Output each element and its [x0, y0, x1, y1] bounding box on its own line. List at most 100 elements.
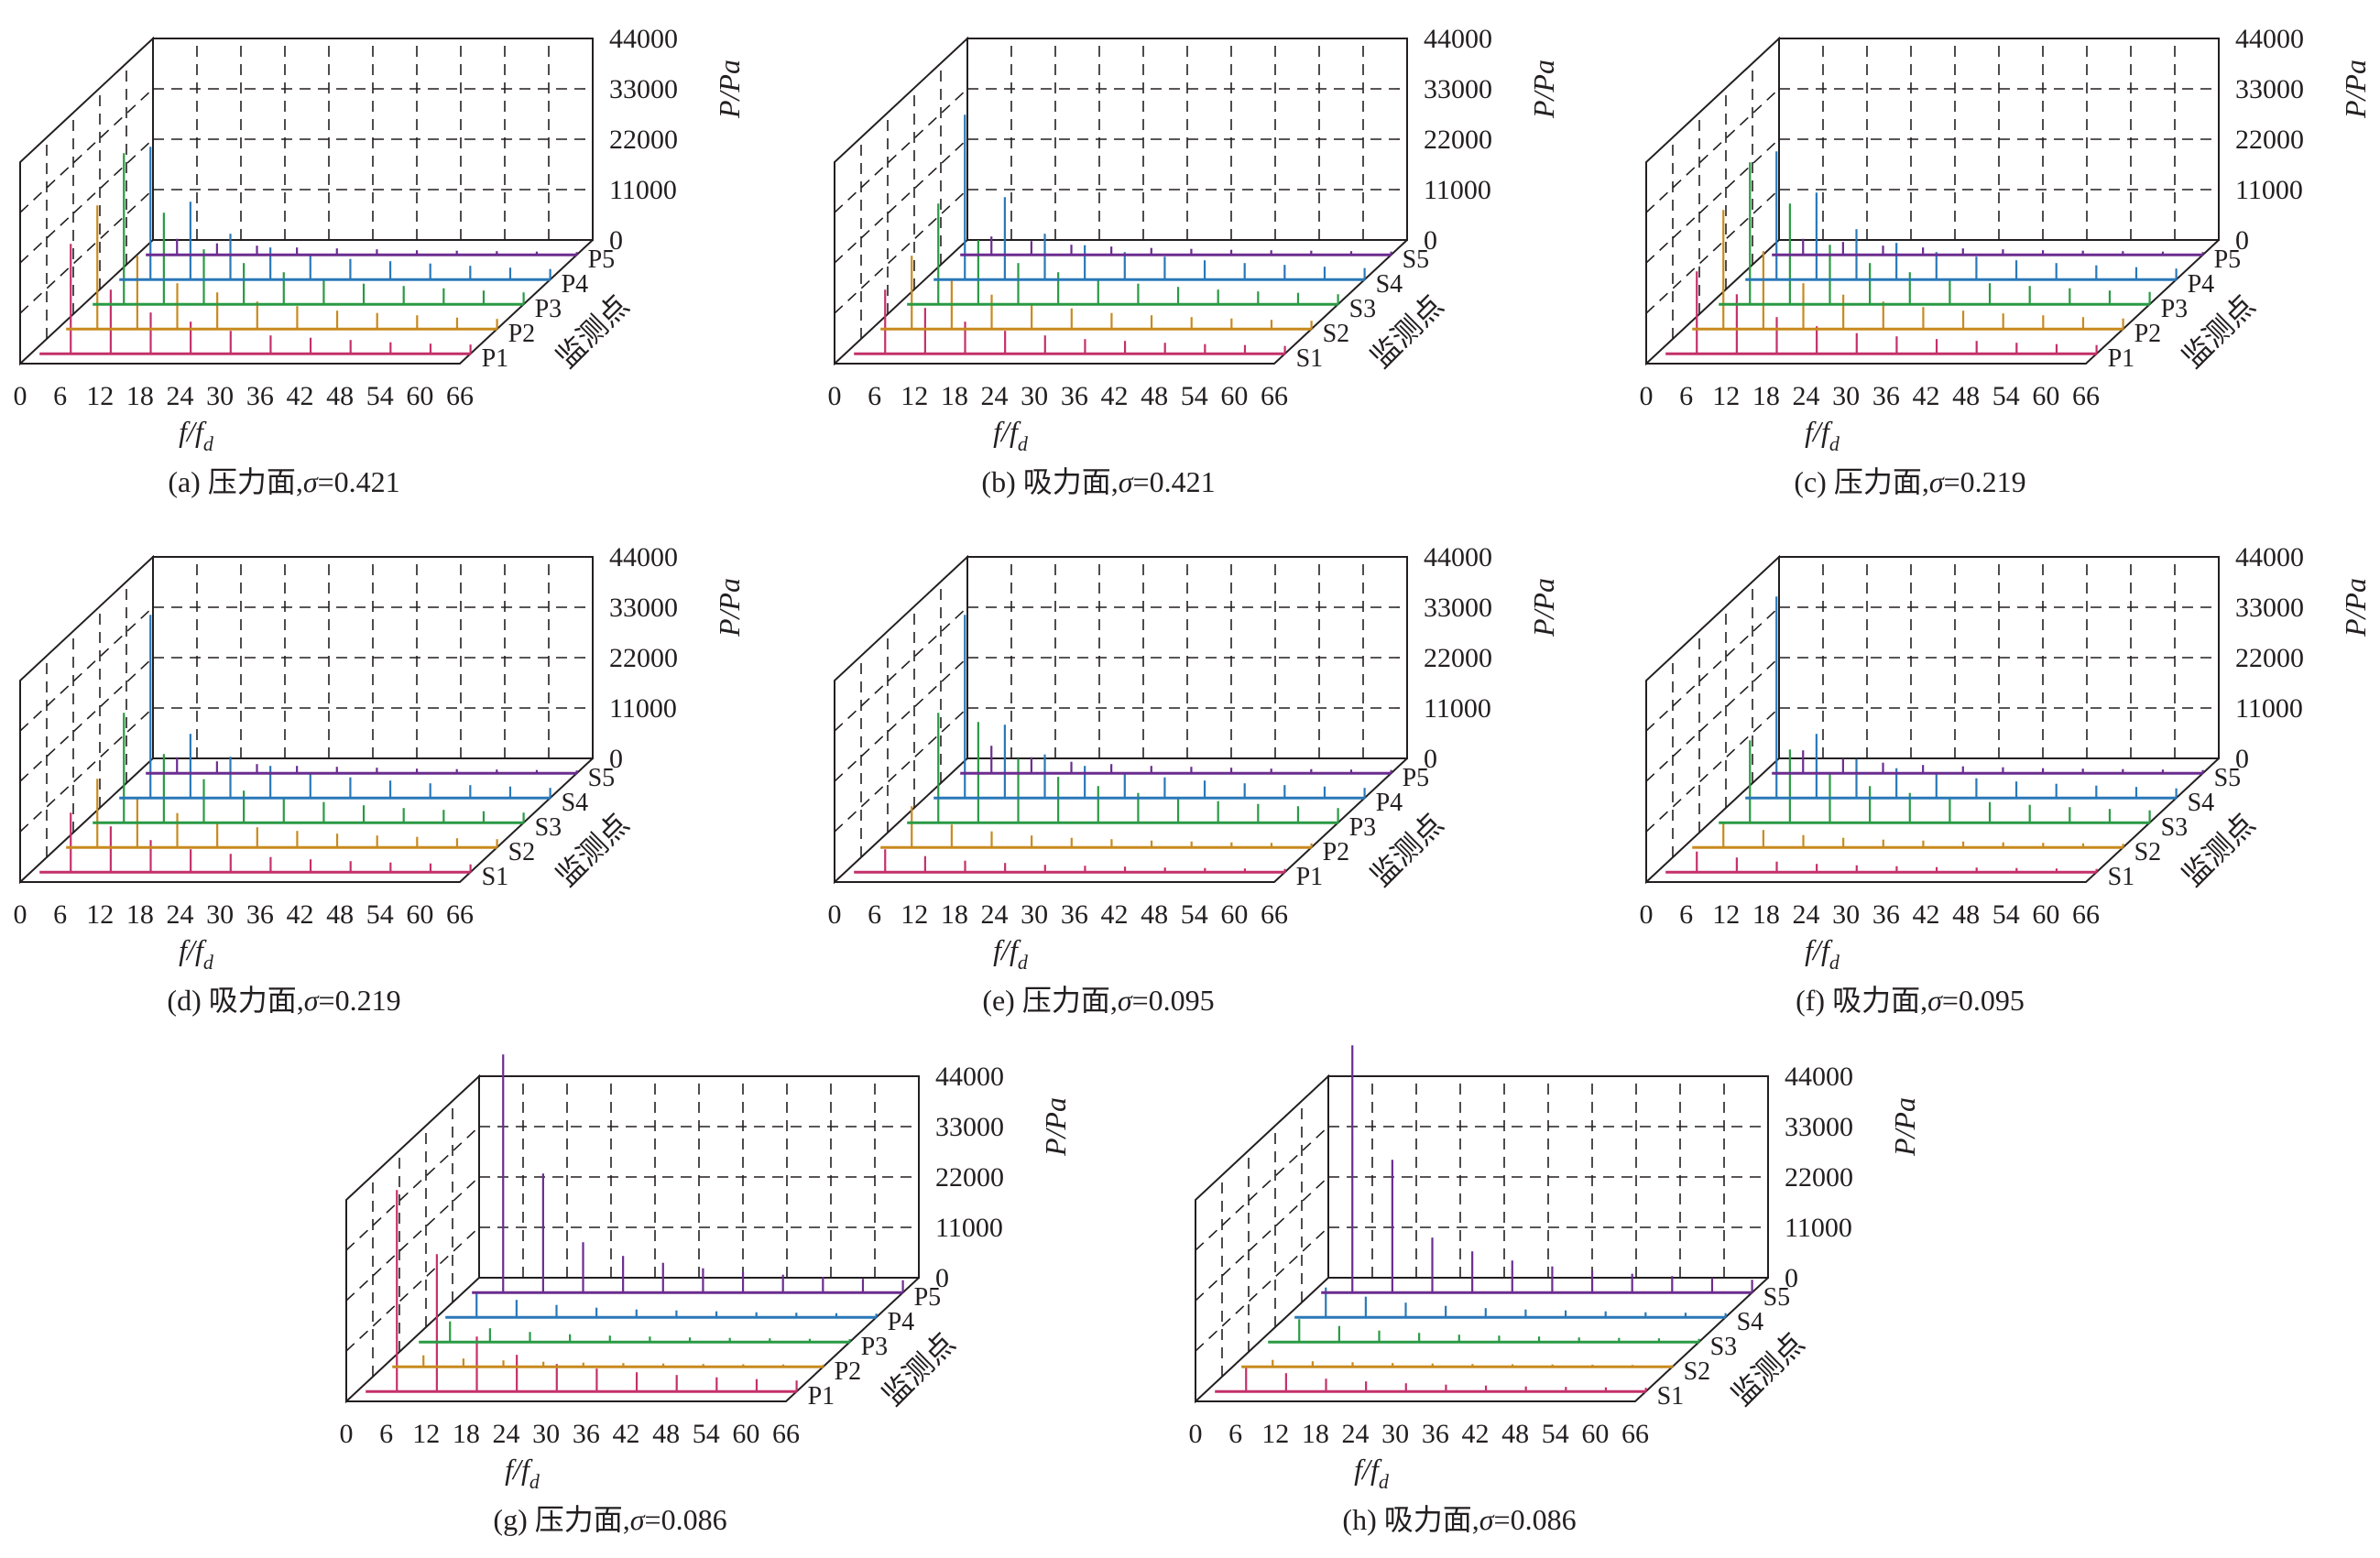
x-tick-label: 12 [86, 381, 114, 411]
x-tick-label: 66 [446, 899, 474, 930]
x-tick-label: 12 [1261, 1419, 1289, 1449]
x-tick-label: 6 [1679, 899, 1693, 930]
x-tick-label: 54 [1181, 381, 1208, 411]
x-tick-label: 18 [126, 381, 154, 411]
x-tick-label: 6 [53, 381, 67, 411]
grid-line [1645, 88, 1780, 213]
series-label: S3 [1710, 1333, 1738, 1361]
x-tick-label: 6 [868, 899, 881, 930]
series-label: S2 [508, 838, 536, 866]
x-tick-label: 48 [326, 899, 354, 930]
x-tick-label: 0 [14, 381, 27, 411]
left-wall [1645, 554, 1780, 885]
z-tick-label: 11000 [609, 175, 677, 205]
x-tick-label: 6 [1679, 381, 1693, 411]
floor-edge [835, 239, 1408, 365]
z-axis-title: P/Pa [1039, 1097, 1072, 1157]
series-P4: P4 [445, 1291, 914, 1336]
x-axis-title-sub: d [1829, 951, 1840, 974]
series-S5: S5 [1321, 1045, 1790, 1312]
x-tick-label: 54 [366, 899, 394, 930]
left-wall [345, 1073, 480, 1404]
x-tick-label: 48 [1141, 899, 1168, 930]
grid-line [345, 1226, 480, 1352]
series-P4: P4 [119, 147, 588, 299]
caption-prefix: (d) 吸力面, [167, 984, 303, 1017]
x-tick-label: 66 [1261, 381, 1288, 411]
x-tick-label: 30 [1832, 381, 1860, 411]
x-tick-label: 12 [86, 899, 114, 930]
grid-line [1195, 1176, 1329, 1302]
caption-prefix: (b) 吸力面, [981, 465, 1118, 498]
x-tick-label: 0 [1640, 899, 1654, 930]
caption-prefix: (f) 吸力面, [1796, 984, 1927, 1017]
x-tick-label: 0 [828, 381, 842, 411]
series-label: S5 [2214, 764, 2242, 792]
series-S4: S4 [933, 114, 1403, 299]
series-P2: P2 [1692, 210, 2161, 348]
y-axis-title: 监测点 [550, 289, 635, 374]
z-tick-label: 0 [609, 225, 623, 256]
left-wall [1195, 1073, 1329, 1404]
x-tick-label: 54 [1992, 899, 2020, 930]
grid-line [834, 189, 968, 314]
x-tick-label: 60 [732, 1419, 759, 1449]
caption-sigma: σ [1479, 1503, 1495, 1536]
x-tick-label: 0 [828, 899, 842, 930]
x-tick-label: 66 [2072, 899, 2100, 930]
series-label: P3 [1349, 813, 1377, 842]
x-tick-label: 60 [1581, 1419, 1609, 1449]
caption-sigma: σ [1119, 465, 1134, 498]
panel-caption: (h) 吸力面,σ=0.086 [1342, 1503, 1576, 1536]
grid-line [1195, 1226, 1329, 1352]
x-axis-title-main: f/f [179, 415, 207, 448]
x-tick-label: 24 [981, 899, 1009, 930]
x-axis-title-sub: d [203, 432, 214, 455]
series-P5: P5 [960, 746, 1429, 792]
series-S3: S3 [93, 713, 562, 842]
series-P5: P5 [146, 238, 615, 274]
caption-prefix: (e) 压力面, [982, 984, 1118, 1017]
series-S4: S4 [1294, 1287, 1763, 1336]
z-axis-title: P/Pa [713, 578, 746, 637]
caption-sigma: σ [1929, 465, 1945, 498]
x-tick-label: 66 [2072, 381, 2100, 411]
series-P1: P1 [854, 849, 1323, 891]
x-axis-title-main: f/f [1805, 415, 1833, 448]
y-axis-title: 监测点 [2176, 289, 2261, 374]
grid-line [345, 1176, 480, 1302]
x-tick-label: 12 [1712, 381, 1740, 411]
x-tick-label: 36 [1061, 899, 1088, 930]
x-tick-label: 24 [167, 381, 194, 411]
series-S1: S1 [854, 289, 1323, 373]
z-tick-label: 33000 [1424, 74, 1492, 104]
z-tick-label: 0 [1424, 744, 1437, 774]
x-tick-label: 24 [981, 381, 1009, 411]
z-tick-label: 0 [935, 1263, 949, 1293]
x-axis-title-main: f/f [993, 415, 1021, 448]
caption-value: =0.219 [319, 984, 401, 1017]
x-tick-label: 42 [286, 381, 313, 411]
series-P2: P2 [880, 806, 1349, 866]
z-tick-label: 44000 [2235, 542, 2304, 572]
series-P1: P1 [1665, 271, 2134, 373]
series-label: S3 [535, 813, 562, 842]
grid-line [1645, 138, 1780, 264]
x-tick-label: 30 [1021, 381, 1048, 411]
z-tick-label: 44000 [1424, 542, 1492, 572]
floor-edge [1646, 239, 2220, 365]
series-S2: S2 [66, 779, 535, 866]
series-label: P5 [2214, 245, 2242, 274]
x-tick-label: 18 [126, 899, 154, 930]
x-tick-label: 30 [206, 899, 234, 930]
x-tick-label: 54 [366, 381, 394, 411]
x-axis-title-main: f/f [1805, 933, 1833, 966]
x-tick-label: 36 [1872, 899, 1900, 930]
series-label: S2 [2134, 838, 2162, 866]
series-S3: S3 [1719, 740, 2188, 842]
left-wall [1645, 36, 1780, 366]
series-P3: P3 [419, 1321, 888, 1361]
